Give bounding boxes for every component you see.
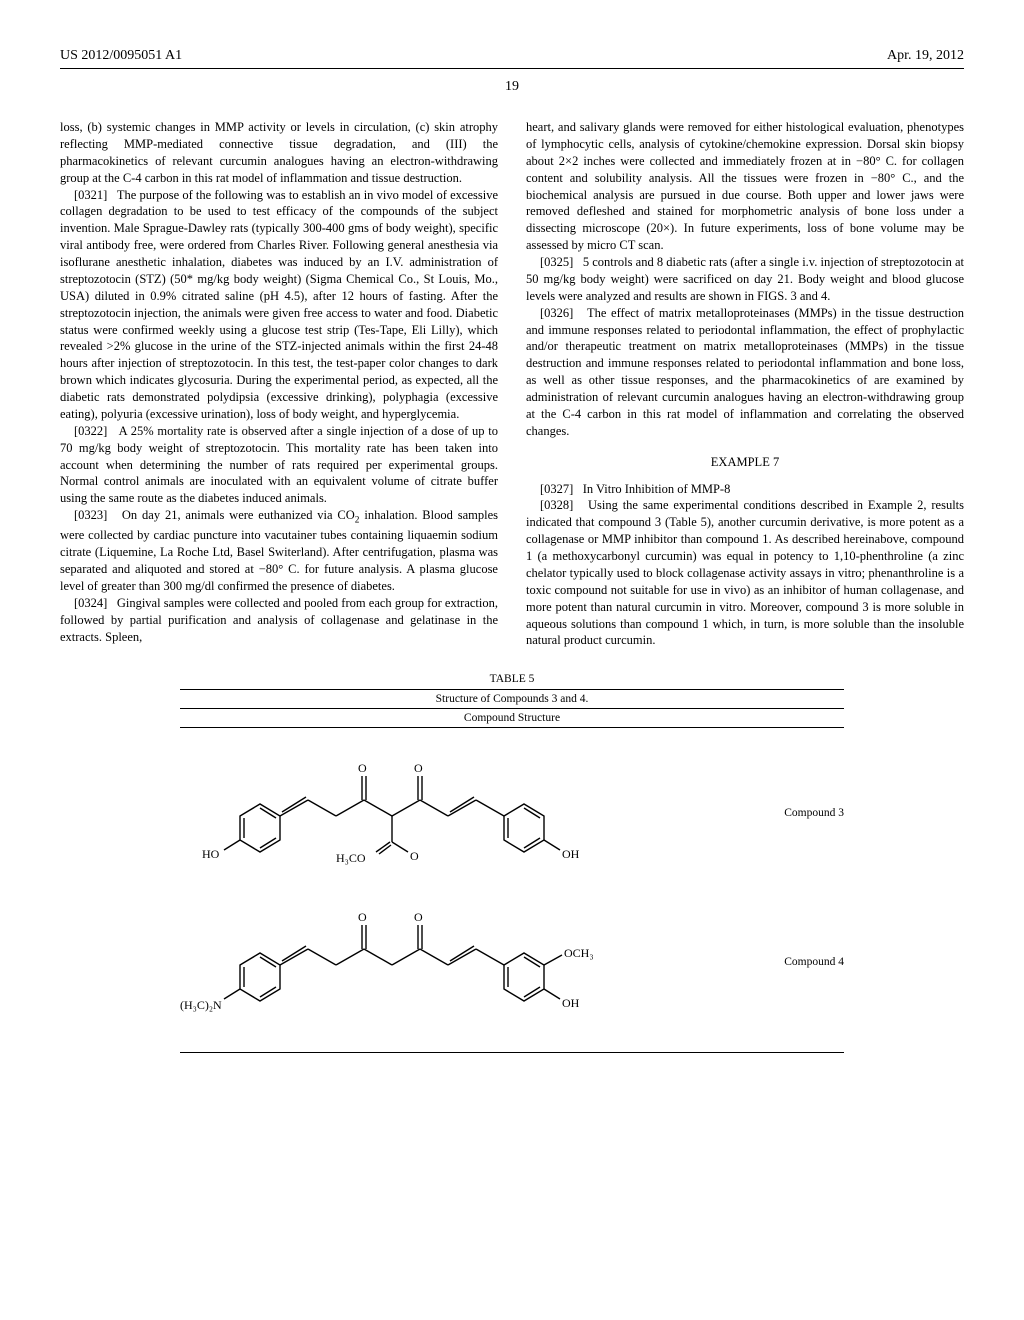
left-column: loss, (b) systemic changes in MMP activi… xyxy=(60,119,498,649)
header-left: US 2012/0095051 A1 xyxy=(60,48,182,64)
para-0325: [0325] 5 controls and 8 diabetic rats (a… xyxy=(526,254,964,305)
label-och3: OCH₃ xyxy=(564,946,594,960)
para-0321-text: The purpose of the following was to esta… xyxy=(60,188,498,421)
table-5-header: Compound Structure xyxy=(180,709,844,728)
label-oh-b: OH xyxy=(562,996,580,1010)
para-0324-tail: heart, and salivary glands were removed … xyxy=(526,119,964,254)
label-o2b: O xyxy=(414,910,423,924)
table-5-label: TABLE 5 xyxy=(60,673,964,685)
para-0324-text: Gingival samples were collected and pool… xyxy=(60,596,498,644)
para-num-0328: [0328] xyxy=(540,498,573,512)
table-5: TABLE 5 Structure of Compounds 3 and 4. … xyxy=(60,673,964,1053)
para-0321: [0321] The purpose of the following was … xyxy=(60,187,498,423)
para-0327-text: In Vitro Inhibition of MMP-8 xyxy=(583,482,731,496)
para-0328-text: Using the same experimental conditions d… xyxy=(526,498,964,647)
label-o1b: O xyxy=(358,910,367,924)
table-5-caption: Structure of Compounds 3 and 4. xyxy=(180,689,844,709)
label-o1: O xyxy=(358,761,367,775)
label-o2: O xyxy=(414,761,423,775)
para-0323: [0323] On day 21, animals were euthanize… xyxy=(60,507,498,595)
compound-4-label: Compound 4 xyxy=(764,956,844,968)
compound-3-label: Compound 3 xyxy=(764,807,844,819)
para-0328: [0328] Using the same experimental condi… xyxy=(526,497,964,649)
label-nme2: (H₃C)₂N xyxy=(180,998,222,1012)
para-0326: [0326] The effect of matrix metalloprote… xyxy=(526,305,964,440)
right-column: heart, and salivary glands were removed … xyxy=(526,119,964,649)
compound-4-structure: (H₃C)₂N O O OCH₃ OH xyxy=(180,895,764,1028)
para-num-0321: [0321] xyxy=(74,188,107,202)
compound-3-structure: HO O O H₃CO O OH xyxy=(180,746,764,879)
para-num-0323: [0323] xyxy=(74,508,107,522)
para-0324: [0324] Gingival samples were collected a… xyxy=(60,595,498,646)
label-o-ester: O xyxy=(410,849,419,863)
para-num-0326: [0326] xyxy=(540,306,573,320)
para-num-0327: [0327] xyxy=(540,482,573,496)
label-h3co: H₃CO xyxy=(336,851,366,865)
para-0326-text: The effect of matrix metalloproteinases … xyxy=(526,306,964,438)
para-0322-text: A 25% mortality rate is observed after a… xyxy=(60,424,498,506)
header-rule xyxy=(60,68,964,69)
para-num-0324: [0324] xyxy=(74,596,107,610)
text-columns: loss, (b) systemic changes in MMP activi… xyxy=(60,119,964,649)
para-0327: [0327] In Vitro Inhibition of MMP-8 xyxy=(526,481,964,498)
page-number: 19 xyxy=(60,79,964,95)
table-5-body: HO O O H₃CO O OH Compound 3 xyxy=(180,728,844,1053)
table-row: HO O O H₃CO O OH Compound 3 xyxy=(180,738,844,887)
label-ho: HO xyxy=(202,847,220,861)
para-0322: [0322] A 25% mortality rate is observed … xyxy=(60,423,498,507)
para-0325-text: 5 controls and 8 diabetic rats (after a … xyxy=(526,255,964,303)
label-oh: OH xyxy=(562,847,580,861)
header-right: Apr. 19, 2012 xyxy=(887,48,964,64)
example-7-title: EXAMPLE 7 xyxy=(526,454,964,471)
para-0323-text-a: On day 21, animals were euthanized via C… xyxy=(122,508,355,522)
para-0320-tail: loss, (b) systemic changes in MMP activi… xyxy=(60,119,498,187)
para-num-0322: [0322] xyxy=(74,424,107,438)
table-row: (H₃C)₂N O O OCH₃ OH Compound 4 xyxy=(180,887,844,1036)
para-num-0325: [0325] xyxy=(540,255,573,269)
